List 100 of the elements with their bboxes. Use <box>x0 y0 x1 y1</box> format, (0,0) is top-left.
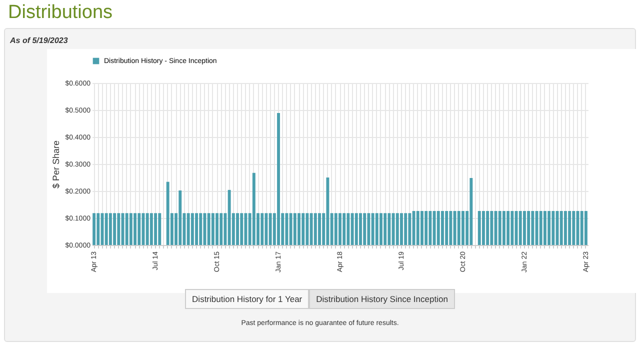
bar <box>388 213 391 245</box>
bar <box>478 210 481 245</box>
bar <box>568 210 572 245</box>
bar <box>436 210 440 245</box>
bar <box>104 213 108 245</box>
bar <box>539 210 542 245</box>
bar <box>236 213 239 245</box>
bar <box>268 213 272 245</box>
bar <box>326 178 330 245</box>
bar <box>306 213 309 245</box>
bar <box>240 213 244 245</box>
bar <box>449 210 452 245</box>
bar <box>510 210 514 245</box>
bar <box>134 213 137 245</box>
bar <box>158 213 162 245</box>
bar <box>138 213 141 245</box>
bar <box>518 210 522 245</box>
bar <box>96 213 100 245</box>
bar <box>216 213 218 245</box>
bar <box>400 213 403 245</box>
y-axis-title: $ Per Share <box>51 140 62 189</box>
chart-title: Distributions <box>7 1 114 25</box>
bar <box>396 213 399 245</box>
bar <box>502 210 506 245</box>
bar <box>129 213 132 245</box>
bar <box>207 213 210 245</box>
bar <box>552 210 555 245</box>
bar <box>580 210 584 245</box>
bar <box>199 213 202 245</box>
bar <box>277 112 280 245</box>
bar <box>190 213 194 245</box>
bar <box>408 213 412 245</box>
bar <box>420 210 424 245</box>
bar <box>285 213 288 245</box>
bar <box>384 213 387 245</box>
bar <box>252 172 256 245</box>
bar <box>117 213 120 245</box>
bar <box>108 213 112 245</box>
bar <box>260 213 264 245</box>
bar <box>371 213 374 245</box>
bar <box>298 213 300 245</box>
text: Distribution History for 1 Year <box>185 289 310 309</box>
bar <box>392 213 395 245</box>
bar <box>195 213 198 245</box>
bar <box>548 210 551 245</box>
bar <box>338 213 342 245</box>
bar <box>178 190 182 245</box>
bar <box>453 210 456 245</box>
chart-subtitle: As of 5/19/2023 <box>10 36 68 45</box>
bar <box>166 182 170 245</box>
bar <box>531 210 534 245</box>
bar <box>363 213 366 245</box>
bar <box>498 210 502 245</box>
bar <box>113 213 116 245</box>
bar <box>445 210 448 245</box>
bar <box>470 178 473 245</box>
bar <box>375 213 378 245</box>
bar <box>560 210 563 245</box>
bar <box>416 210 420 245</box>
bar <box>490 210 494 245</box>
bar <box>314 213 317 245</box>
bar <box>334 213 338 245</box>
bar <box>359 213 362 245</box>
bar <box>424 210 428 245</box>
bar <box>564 210 567 245</box>
bar <box>482 210 485 245</box>
bar <box>264 213 268 245</box>
bar <box>428 210 432 245</box>
bar <box>506 210 510 245</box>
text: Distribution History Since Inception <box>309 289 455 309</box>
bar <box>354 213 358 245</box>
bar <box>572 210 576 245</box>
bar <box>342 213 346 245</box>
bar <box>228 190 231 245</box>
bar <box>543 210 546 245</box>
bar <box>367 213 370 245</box>
bar <box>441 210 444 245</box>
bar <box>154 213 158 245</box>
bar <box>462 210 464 245</box>
bar <box>432 210 436 245</box>
bar <box>125 213 128 245</box>
bar <box>146 213 149 245</box>
bar <box>220 213 223 245</box>
bar <box>310 213 313 245</box>
bar <box>584 210 588 245</box>
bar <box>211 213 214 245</box>
bar <box>346 213 350 245</box>
bar <box>350 213 354 245</box>
bar <box>289 213 292 245</box>
bar <box>302 213 305 245</box>
bar <box>92 213 96 245</box>
bar <box>150 213 153 245</box>
bar <box>380 213 382 245</box>
bar <box>318 213 321 245</box>
bar <box>412 210 416 245</box>
bar <box>522 210 526 245</box>
bar <box>527 210 530 245</box>
bar <box>457 210 460 245</box>
bar <box>186 213 190 245</box>
bar <box>293 213 296 245</box>
